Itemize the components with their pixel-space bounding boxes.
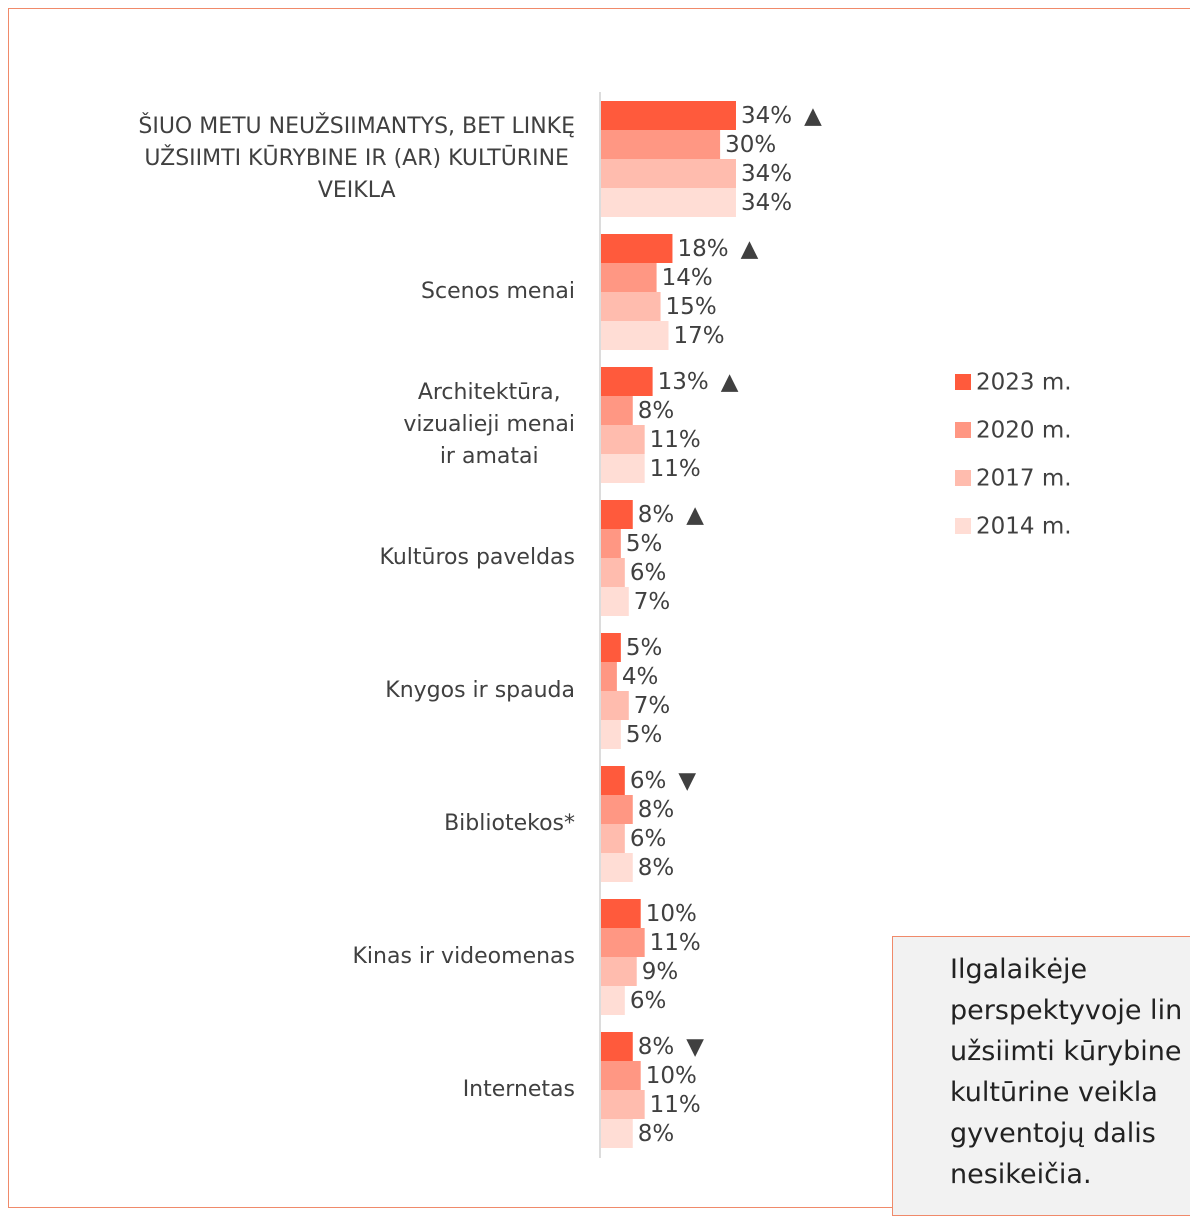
data-label: 34%: [741, 161, 792, 187]
bar: [601, 159, 736, 188]
data-label: 5%: [626, 635, 663, 661]
trend-marker: ▲: [686, 502, 704, 528]
data-label: 11%: [650, 456, 701, 482]
data-label: 17%: [673, 323, 724, 349]
bar: [601, 529, 621, 558]
bar: [601, 321, 669, 350]
trend-marker: ▲: [721, 369, 739, 395]
data-label: 5%: [626, 722, 663, 748]
bar: [601, 130, 721, 159]
legend-swatch: [955, 470, 971, 486]
bar: [601, 454, 645, 483]
data-label: 34%: [741, 190, 792, 216]
category-label: Bibliotekos*: [444, 811, 575, 836]
data-label: 7%: [634, 693, 671, 719]
bar: [601, 720, 621, 749]
data-label: 7%: [634, 589, 671, 615]
page: {"chart_data": {"type": "bar", "orientat…: [8, 8, 1190, 1216]
data-label: 11%: [650, 930, 701, 956]
bar: [601, 292, 661, 321]
data-label: 4%: [622, 664, 659, 690]
data-label: 8%: [638, 1121, 675, 1147]
data-label: 34%: [741, 103, 792, 129]
bar: [601, 824, 625, 853]
bar: [601, 101, 736, 130]
bar: [601, 425, 645, 454]
legend-label: 2020 m.: [976, 418, 1072, 444]
note-line: perspektyvoje lin: [950, 995, 1183, 1026]
bar: [601, 263, 657, 292]
data-label: 11%: [650, 427, 701, 453]
bar: [601, 367, 653, 396]
bar: [601, 795, 633, 824]
bar: [601, 1090, 645, 1119]
trend-marker: ▲: [804, 103, 822, 129]
category-label: Internetas: [462, 1077, 575, 1102]
data-label: 10%: [646, 1063, 697, 1089]
note-line: gyventojų dalis: [950, 1118, 1156, 1149]
category-label: Kinas ir videomenas: [352, 944, 575, 969]
bar: [601, 188, 736, 217]
data-label: 8%: [638, 855, 675, 881]
bar: [601, 500, 633, 529]
category-label: Knygos ir spauda: [385, 678, 575, 703]
bar: [601, 587, 629, 616]
data-label: 8%: [638, 797, 675, 823]
data-label: 14%: [662, 265, 713, 291]
note-box: Ilgalaikėje perspektyvoje lin užsiimti kūr…: [892, 936, 1190, 1216]
bar: [601, 633, 621, 662]
note-line: užsiimti kūrybine: [950, 1036, 1182, 1067]
bar: [601, 899, 641, 928]
bar: [601, 853, 633, 882]
bar: [601, 957, 637, 986]
data-label: 6%: [630, 826, 667, 852]
data-label: 15%: [666, 294, 717, 320]
bar: [601, 662, 617, 691]
legend-swatch: [955, 518, 971, 534]
trend-marker: ▼: [678, 768, 696, 794]
bar: [601, 928, 645, 957]
chart: 34% ▲ 30% 34% 34% 18% ▲ 14% 15% 17% 13% ▲ 8% 11% 11% 8%…: [599, 92, 1072, 1158]
trend-marker: ▼: [686, 1034, 704, 1060]
data-label: 11%: [650, 1092, 701, 1118]
data-label: 6%: [630, 768, 667, 794]
trend-marker: ▲: [741, 236, 759, 262]
data-label: 6%: [630, 988, 667, 1014]
data-label: 30%: [725, 132, 776, 158]
note-line: kultūrine veikla: [950, 1077, 1158, 1108]
data-label: 5%: [626, 531, 663, 557]
legend-label: 2014 m.: [976, 514, 1072, 540]
legend-swatch: [955, 422, 971, 438]
bar: [601, 234, 673, 263]
data-label: 8%: [638, 1034, 675, 1060]
category-label: Kultūros paveldas: [379, 545, 575, 570]
legend-label: 2023 m.: [976, 370, 1072, 396]
category-label: Scenos menai: [421, 279, 575, 304]
note-line: Ilgalaikėje: [950, 954, 1088, 985]
data-label: 9%: [642, 959, 679, 985]
category-label: Architektūra, vizualieji menai ir amatai: [403, 380, 575, 469]
bar: [601, 1061, 641, 1090]
bar: [601, 986, 625, 1015]
data-label: 13%: [658, 369, 709, 395]
category-label: ŠIUO METU NEUŽSIIMANTYS, BET LINKĘ UŽSII…: [138, 114, 575, 203]
data-label: 10%: [646, 901, 697, 927]
note-line: nesikeičia.: [950, 1159, 1092, 1190]
legend-swatch: [955, 374, 971, 390]
data-label: 6%: [630, 560, 667, 586]
legend-label: 2017 m.: [976, 466, 1072, 492]
bar: [601, 766, 625, 795]
bar: [601, 558, 625, 587]
data-label: 18%: [677, 236, 728, 262]
bar: [601, 396, 633, 425]
bar: [601, 691, 629, 720]
data-label: 8%: [638, 502, 675, 528]
data-label: 8%: [638, 398, 675, 424]
bar: [601, 1032, 633, 1061]
bar: [601, 1119, 633, 1148]
